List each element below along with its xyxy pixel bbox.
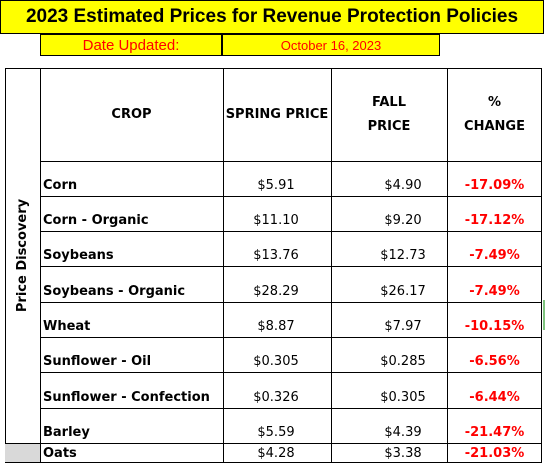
- percent-change-cell: -17.09%: [464, 178, 525, 193]
- grid-line: [40, 372, 542, 373]
- header-change-line2: CHANGE: [464, 119, 525, 134]
- fall-price-cell: $4.90: [384, 178, 422, 193]
- grid-line: [40, 231, 542, 232]
- percent-change-cell: -6.56%: [469, 354, 520, 369]
- date-updated-label: Date Updated:: [40, 34, 222, 56]
- crop-cell: Wheat: [43, 319, 91, 334]
- grid-line: [40, 408, 542, 409]
- grid-line: [40, 337, 542, 338]
- percent-change-cell: -6.44%: [469, 390, 520, 405]
- table-row: Soybeans $13.76 $12.73 -7.49%: [40, 231, 542, 266]
- fall-price-cell: $0.305: [380, 390, 426, 405]
- fall-price-cell: $12.73: [380, 248, 426, 263]
- grid-line: [447, 68, 448, 463]
- grid-line: [331, 68, 332, 463]
- percent-change-cell: -10.15%: [464, 319, 525, 334]
- percent-change-cell: -7.49%: [469, 248, 520, 263]
- table-row: Wheat $8.87 $7.97 -10.15%: [40, 302, 542, 337]
- fall-price-cell: $3.38: [384, 446, 422, 461]
- price-table: [5, 68, 542, 463]
- crop-cell: Soybeans - Organic: [43, 284, 186, 299]
- table-row: Corn $5.91 $4.90 -17.09%: [40, 161, 542, 196]
- fall-price-cell: $0.285: [380, 354, 426, 369]
- spring-price-cell: $13.76: [253, 248, 299, 263]
- spring-price-cell: $0.326: [253, 390, 299, 405]
- table-row: Corn - Organic $11.10 $9.20 -17.12%: [40, 196, 542, 231]
- grid-line: [40, 266, 542, 267]
- crop-cell: Sunflower - Confection: [43, 390, 210, 405]
- table-row: Sunflower - Oil $0.305 $0.285 -6.56%: [40, 337, 542, 372]
- header-crop-text: CROP: [111, 107, 152, 122]
- spring-price-cell: $8.87: [257, 319, 295, 334]
- crop-cell: Barley: [43, 425, 90, 440]
- spring-price-cell: $4.28: [257, 446, 295, 461]
- grid-line: [40, 302, 542, 303]
- spring-price-cell: $28.29: [253, 284, 299, 299]
- header-fall-line1: FALL: [371, 95, 406, 110]
- spring-price-cell: $5.91: [257, 178, 295, 193]
- cell-selection-marker: [543, 300, 545, 330]
- percent-change-cell: -7.49%: [469, 284, 520, 299]
- header-percent-change: % CHANGE: [447, 69, 542, 161]
- price-discovery-label: Price Discovery: [15, 198, 30, 313]
- fall-price-cell: $7.97: [384, 319, 422, 334]
- crop-cell: Corn: [43, 178, 78, 193]
- header-fall-price: FALL PRICE: [331, 69, 447, 161]
- percent-change-cell: -21.03%: [464, 446, 525, 461]
- grid-line: [40, 68, 41, 463]
- crop-cell: Corn - Organic: [43, 213, 149, 228]
- table-row: Oats $4.28 $3.38 -21.03%: [40, 443, 542, 463]
- percent-change-cell: -21.47%: [464, 425, 525, 440]
- grid-line: [40, 196, 542, 197]
- header-fall-line2: PRICE: [367, 119, 411, 134]
- grid-line: [5, 443, 542, 444]
- header-spring-text: SPRING PRICE: [225, 107, 329, 122]
- crop-cell: Soybeans: [43, 248, 114, 263]
- crop-cell: Sunflower - Oil: [43, 354, 152, 369]
- page-title: 2023 Estimated Prices for Revenue Protec…: [0, 0, 544, 34]
- header-change-line1: %: [487, 95, 501, 110]
- spring-price-cell: $0.305: [253, 354, 299, 369]
- grid-line: [223, 68, 224, 463]
- table-row: Sunflower - Confection $0.326 $0.305 -6.…: [40, 372, 542, 408]
- crop-cell: Oats: [43, 446, 77, 461]
- date-updated-value: October 16, 2023: [222, 34, 440, 56]
- gray-strip: [5, 444, 40, 462]
- table-row: Barley $5.59 $4.39 -21.47%: [40, 408, 542, 443]
- grid-line: [40, 161, 542, 162]
- spring-price-cell: $5.59: [257, 425, 295, 440]
- percent-change-cell: -17.12%: [464, 213, 525, 228]
- fall-price-cell: $4.39: [384, 425, 422, 440]
- fall-price-cell: $9.20: [384, 213, 422, 228]
- header-spring-price: SPRING PRICE: [223, 69, 331, 161]
- spring-price-cell: $11.10: [253, 213, 299, 228]
- fall-price-cell: $26.17: [380, 284, 426, 299]
- table-row: Soybeans - Organic $28.29 $26.17 -7.49%: [40, 266, 542, 302]
- header-crop: CROP: [40, 69, 223, 161]
- side-column: Price Discovery: [5, 68, 40, 443]
